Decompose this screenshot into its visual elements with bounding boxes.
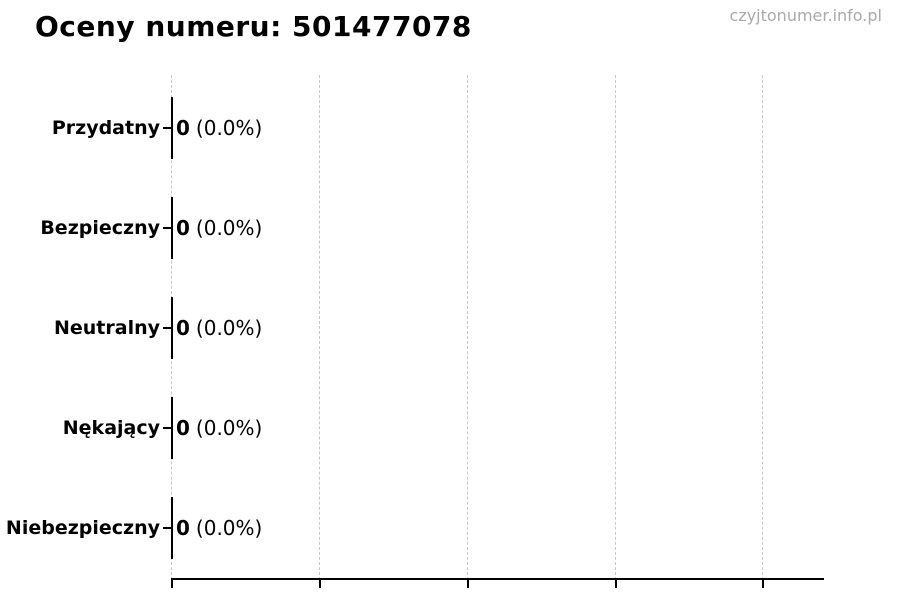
bar-row: Niebezpieczny 0 (0.0%)	[0, 478, 900, 578]
x-axis-tick	[762, 580, 764, 588]
category-label: Nękający	[62, 417, 160, 439]
gridline	[467, 75, 468, 580]
count-label: 0	[176, 516, 190, 540]
chart-title: Oceny numeru: 501477078	[35, 10, 472, 43]
gridline	[319, 75, 320, 580]
percent-label: (0.0%)	[195, 516, 263, 540]
x-axis-tick	[615, 580, 617, 588]
category-label: Przydatny	[51, 117, 160, 139]
bar-row: Nękający 0 (0.0%)	[0, 378, 900, 478]
category-label: Niebezpieczny	[5, 517, 160, 539]
bar-row: Przydatny 0 (0.0%)	[0, 78, 900, 178]
count-label: 0	[176, 316, 190, 340]
value-label: 0 (0.0%)	[176, 316, 262, 340]
y-axis-tick	[163, 327, 172, 329]
zero-value-bar	[171, 97, 173, 159]
y-axis-tick	[163, 227, 172, 229]
percent-label: (0.0%)	[195, 216, 263, 240]
percent-label: (0.0%)	[195, 316, 263, 340]
count-label: 0	[176, 416, 190, 440]
bar-row: Neutralny 0 (0.0%)	[0, 278, 900, 378]
category-label: Bezpieczny	[40, 217, 160, 239]
value-label: 0 (0.0%)	[176, 516, 262, 540]
value-label: 0 (0.0%)	[176, 116, 262, 140]
gridline	[762, 75, 763, 580]
category-label: Neutralny	[53, 317, 160, 339]
percent-label: (0.0%)	[195, 416, 263, 440]
x-axis-line	[171, 578, 824, 580]
value-label: 0 (0.0%)	[176, 216, 262, 240]
x-axis-tick	[171, 580, 173, 588]
zero-value-bar	[171, 497, 173, 559]
watermark-text: czyjtonumer.info.pl	[729, 6, 883, 25]
bar-row: Bezpieczny 0 (0.0%)	[0, 178, 900, 278]
gridline	[615, 75, 616, 580]
zero-value-bar	[171, 197, 173, 259]
value-label: 0 (0.0%)	[176, 416, 262, 440]
count-label: 0	[176, 216, 190, 240]
y-axis-tick	[163, 527, 172, 529]
zero-value-bar	[171, 297, 173, 359]
percent-label: (0.0%)	[195, 116, 263, 140]
zero-value-bar	[171, 397, 173, 459]
x-axis-tick	[319, 580, 321, 588]
x-axis-tick	[467, 580, 469, 588]
y-axis-tick	[163, 127, 172, 129]
y-axis-tick	[163, 427, 172, 429]
count-label: 0	[176, 116, 190, 140]
